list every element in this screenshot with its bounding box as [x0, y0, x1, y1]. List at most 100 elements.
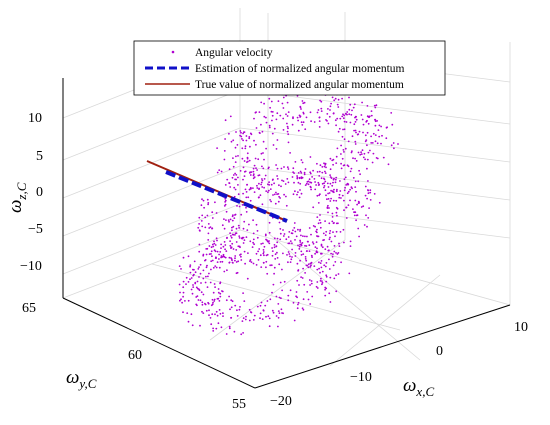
angular-velocity-point	[338, 242, 340, 245]
angular-velocity-point	[238, 308, 241, 311]
angular-velocity-point	[328, 222, 331, 225]
angular-velocity-point	[234, 213, 237, 216]
angular-velocity-point	[329, 109, 331, 111]
angular-velocity-point	[210, 304, 213, 307]
angular-velocity-point	[294, 230, 297, 233]
angular-velocity-point	[364, 185, 367, 188]
angular-velocity-point	[252, 174, 255, 177]
angular-velocity-point	[301, 277, 304, 279]
angular-velocity-point	[271, 247, 273, 249]
angular-velocity-point	[239, 130, 242, 132]
angular-velocity-point	[206, 286, 209, 288]
angular-velocity-point	[299, 106, 302, 109]
angular-velocity-point	[322, 239, 324, 242]
angular-velocity-point	[233, 186, 236, 189]
angular-velocity-point	[208, 314, 210, 317]
angular-velocity-point	[340, 144, 342, 147]
angular-velocity-point	[310, 282, 313, 285]
angular-velocity-point	[332, 163, 334, 166]
angular-velocity-point	[286, 122, 288, 125]
angular-velocity-point	[179, 291, 181, 294]
angular-velocity-point	[265, 315, 267, 318]
angular-velocity-point	[366, 105, 369, 107]
angular-velocity-point	[207, 223, 210, 225]
angular-velocity-point	[309, 111, 312, 114]
angular-velocity-point	[253, 117, 255, 120]
angular-velocity-point	[303, 173, 306, 176]
angular-velocity-point	[357, 202, 360, 205]
angular-velocity-point	[226, 269, 228, 272]
angular-velocity-point	[354, 180, 357, 183]
angular-velocity-point	[324, 288, 326, 291]
angular-velocity-point	[226, 236, 228, 239]
angular-velocity-point	[213, 249, 216, 252]
angular-velocity-point	[293, 319, 296, 322]
angular-velocity-point	[321, 246, 324, 249]
angular-velocity-point	[378, 201, 381, 204]
angular-velocity-point	[243, 160, 246, 162]
angular-velocity-point	[280, 308, 283, 311]
angular-velocity-point	[268, 240, 270, 242]
angular-velocity-point	[347, 204, 350, 207]
angular-velocity-point	[224, 119, 227, 122]
angular-velocity-point	[228, 261, 231, 264]
angular-velocity-point	[235, 131, 237, 133]
angular-velocity-point	[182, 295, 185, 298]
angular-velocity-point	[374, 124, 377, 127]
angular-velocity-point	[234, 232, 237, 235]
angular-velocity-point	[327, 249, 330, 252]
angular-velocity-point	[237, 245, 240, 248]
angular-velocity-point	[303, 101, 306, 104]
angular-velocity-point	[321, 270, 324, 273]
angular-velocity-point	[344, 113, 347, 115]
angular-velocity-point	[256, 230, 259, 232]
angular-velocity-point	[359, 153, 362, 156]
angular-velocity-point	[370, 114, 373, 117]
angular-velocity-point	[221, 224, 224, 227]
angular-velocity-point	[224, 138, 227, 140]
angular-velocity-point	[218, 169, 221, 172]
angular-velocity-point	[287, 141, 290, 144]
angular-velocity-point	[365, 214, 367, 217]
angular-velocity-point	[222, 245, 225, 248]
angular-velocity-point	[206, 198, 209, 201]
angular-velocity-point	[243, 170, 246, 173]
angular-velocity-point	[209, 317, 212, 319]
angular-velocity-point	[369, 189, 372, 192]
angular-velocity-point	[289, 289, 292, 292]
angular-velocity-point	[208, 253, 211, 256]
angular-velocity-point	[191, 324, 194, 327]
angular-velocity-point	[222, 315, 224, 317]
angular-velocity-point	[293, 227, 296, 229]
angular-velocity-point	[307, 240, 309, 243]
angular-velocity-point	[272, 178, 274, 181]
angular-velocity-point	[335, 176, 338, 179]
angular-velocity-point	[269, 298, 272, 301]
angular-velocity-point	[311, 256, 313, 258]
angular-velocity-point	[348, 272, 351, 275]
legend-label-points: Angular velocity	[195, 47, 273, 59]
angular-velocity-point	[205, 266, 208, 269]
angular-velocity-point	[338, 127, 341, 130]
angular-velocity-point	[341, 194, 344, 197]
angular-velocity-point	[330, 252, 332, 255]
angular-velocity-point	[252, 187, 254, 190]
angular-velocity-point	[233, 330, 236, 333]
angular-velocity-point	[375, 157, 378, 159]
angular-velocity-point	[297, 119, 299, 122]
angular-velocity-point	[348, 96, 350, 99]
angular-velocity-point	[224, 256, 227, 259]
angular-velocity-point	[286, 115, 289, 117]
angular-velocity-point	[302, 253, 305, 256]
angular-velocity-point	[268, 97, 271, 100]
angular-velocity-point	[333, 250, 336, 253]
angular-velocity-point	[299, 241, 302, 243]
angular-velocity-point	[307, 263, 310, 266]
angular-velocity-point	[276, 175, 278, 177]
angular-velocity-point	[304, 256, 307, 258]
angular-velocity-point	[316, 111, 319, 114]
angular-velocity-point	[314, 246, 317, 249]
angular-velocity-point	[225, 219, 227, 222]
angular-velocity-point	[238, 235, 241, 238]
angular-velocity-point	[198, 250, 201, 253]
